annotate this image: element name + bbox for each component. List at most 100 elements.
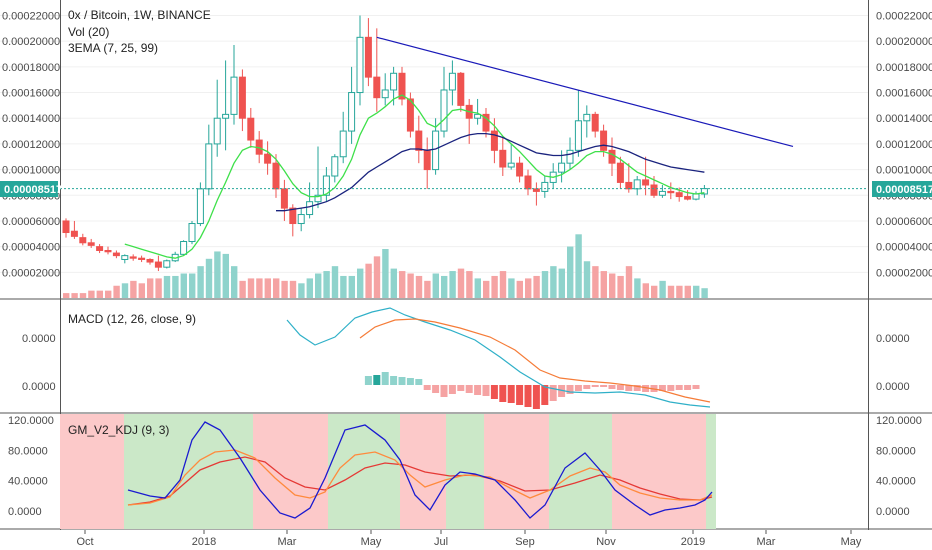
legend-title: 0x / Bitcoin, 1W, BINANCE	[68, 8, 211, 22]
macd-histogram-bar	[499, 385, 507, 402]
y-tick-right: 0.00022000	[876, 11, 932, 23]
y-tick-left: 0.00006000	[2, 216, 60, 228]
candle-body	[658, 190, 666, 196]
volume-bar	[373, 256, 381, 298]
y-tick-right: 0.00012000	[876, 139, 932, 151]
volume-bar	[88, 290, 95, 298]
volume-bar	[273, 278, 280, 298]
volume-bar	[667, 285, 675, 298]
candle-body	[314, 194, 322, 203]
macd-histogram-bar	[642, 385, 650, 392]
kdj-zone	[253, 414, 328, 529]
volume-bar	[163, 275, 171, 298]
kdj-zone	[60, 414, 124, 529]
macd-histogram-bar	[566, 385, 574, 394]
macd-histogram-bar	[465, 385, 473, 393]
volume-bar	[499, 271, 507, 298]
kdj-zone	[706, 414, 716, 529]
candle-body	[180, 241, 188, 255]
volume-bar	[357, 268, 364, 298]
candle-body	[247, 117, 255, 141]
macd-histogram-bar	[633, 385, 641, 391]
macd-histogram-bar	[448, 385, 456, 394]
volume-bar	[399, 271, 406, 298]
candle-body	[373, 76, 381, 99]
volume-bar	[71, 293, 78, 298]
candle-body	[70, 230, 78, 237]
y-tick-left: 0.00002000	[2, 267, 60, 279]
candle-body	[62, 220, 70, 234]
macd-histogram-bar	[583, 385, 591, 389]
volume-bar	[592, 266, 599, 298]
volume-bar	[79, 293, 87, 298]
candle-body	[448, 72, 456, 91]
x-tick-label: 2019	[681, 536, 705, 548]
macd-histogram-bar	[692, 385, 700, 389]
volume-bar	[550, 266, 557, 298]
legend-ema: 3EMA (7, 25, 99)	[68, 41, 158, 55]
macd-histogram-bar	[490, 385, 498, 399]
macd-histogram-bar	[457, 385, 465, 391]
candle-body	[381, 89, 389, 99]
candle-body	[482, 113, 490, 132]
legend-macd: MACD (12, 26, close, 9)	[68, 312, 196, 326]
kdj-zone	[328, 414, 400, 529]
legend-volume: Vol (20)	[68, 25, 109, 39]
volume-bar	[105, 290, 112, 298]
macd-histogram-bar	[608, 385, 616, 389]
macd-histogram-bar	[482, 385, 490, 396]
volume-bar	[684, 285, 691, 298]
candle-body	[650, 184, 658, 196]
volume-bar	[231, 266, 238, 298]
macd-histogram-bar	[415, 379, 423, 385]
volume-bar	[113, 285, 120, 298]
y-tick-left: 0.00004000	[2, 242, 60, 254]
kdj-j-line	[127, 456, 713, 506]
candle-body	[322, 175, 330, 196]
candle-body	[87, 242, 95, 246]
volume-bar	[222, 253, 229, 298]
volume-bar	[382, 249, 389, 298]
candle-body	[558, 162, 566, 173]
candle-body	[138, 257, 146, 260]
volume-bar	[247, 278, 255, 298]
macd-histogram-bar	[625, 385, 633, 391]
signal-line	[359, 318, 711, 403]
volume-bar	[348, 275, 355, 298]
macd-histogram-bar	[432, 385, 440, 393]
macd-histogram-bar	[423, 385, 431, 390]
candle-body	[331, 156, 339, 177]
candle-body	[163, 260, 171, 268]
macd-histogram-bar	[381, 372, 389, 385]
volume-bar	[583, 261, 591, 298]
volume-bar	[617, 275, 624, 298]
legend-kdj: GM_V2_KDJ (9, 3)	[68, 423, 169, 437]
candle-body	[289, 207, 297, 225]
volume-bar	[600, 271, 607, 298]
volume-bar	[180, 273, 187, 298]
candle-body	[339, 130, 347, 158]
macd-line	[286, 307, 711, 408]
candle-body	[264, 153, 272, 164]
volume-bar	[281, 280, 288, 298]
candle-body	[490, 130, 498, 151]
volume-bar	[323, 271, 330, 298]
candle-body	[154, 261, 162, 268]
candle-body	[616, 162, 624, 183]
candle-body	[600, 130, 608, 151]
volume-bar	[693, 285, 700, 298]
volume-bar	[432, 273, 439, 298]
candle-body	[196, 188, 204, 225]
volume-bar	[449, 271, 456, 298]
candle-body	[566, 149, 574, 164]
y-tick-left: 0.00016000	[2, 88, 60, 100]
volume-bar	[415, 275, 423, 298]
macd-histogram-bar	[524, 385, 532, 407]
macd-histogram-bar	[616, 385, 624, 390]
price-tag-right: 0.00008517	[876, 184, 932, 196]
macd-histogram-bar	[507, 385, 515, 403]
candle-body	[574, 120, 582, 151]
macd-histogram-bar	[364, 376, 372, 385]
kdj-y-tick-right: 0.0000	[876, 506, 910, 518]
volume-bar	[96, 290, 103, 298]
